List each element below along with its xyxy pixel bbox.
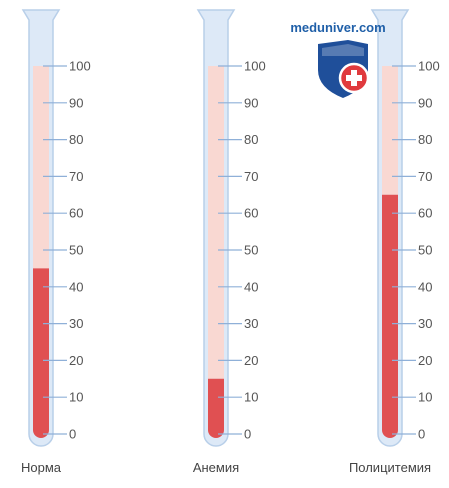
tick-label: 40 [244, 279, 258, 294]
tube-label: Анемия [193, 460, 239, 475]
tick-label: 60 [69, 206, 83, 221]
tick-label: 70 [418, 169, 432, 184]
tick-label: 90 [418, 95, 432, 110]
plasma-column [33, 66, 49, 269]
tick-label: 40 [69, 279, 83, 294]
tick-label: 20 [69, 353, 83, 368]
tick-label: 60 [418, 206, 432, 221]
tick-label: 70 [244, 169, 258, 184]
tick-label: 30 [244, 316, 258, 331]
logo-text: meduniver.com [290, 20, 385, 35]
red-cell-column [33, 268, 49, 438]
plasma-column [382, 66, 398, 195]
plasma-column [208, 66, 224, 379]
tubes-layer: 0102030405060708090100Норма0102030405060… [21, 9, 440, 475]
tick-label: 50 [69, 243, 83, 258]
shield-highlight [322, 44, 364, 56]
tick-label: 50 [418, 243, 432, 258]
tick-label: 0 [244, 427, 251, 442]
tick-label: 100 [244, 59, 266, 74]
tick-label: 0 [69, 427, 76, 442]
tick-label: 70 [69, 169, 83, 184]
tick-label: 30 [69, 316, 83, 331]
tick-label: 90 [69, 95, 83, 110]
tick-label: 10 [69, 390, 83, 405]
tick-label: 80 [244, 132, 258, 147]
tick-label: 60 [244, 206, 258, 221]
tick-label: 20 [244, 353, 258, 368]
test-tube: 0 10 20 30 40 50 60 70 80 90 100 Анемия [193, 9, 266, 475]
test-tube: 0 10 20 30 40 50 60 70 80 90 100 Полицитемия [349, 9, 440, 475]
tube-label: Норма [21, 460, 62, 475]
test-tube: 0 10 20 30 40 50 60 70 80 90 100 Норма [21, 9, 91, 475]
tick-label: 80 [69, 132, 83, 147]
tick-label: 40 [418, 279, 432, 294]
red-cell-column [208, 378, 224, 438]
tick-label: 80 [418, 132, 432, 147]
cross-horizontal [346, 75, 362, 81]
tick-label: 0 [418, 427, 425, 442]
tick-label: 90 [244, 95, 258, 110]
tick-label: 10 [244, 390, 258, 405]
tick-label: 50 [244, 243, 258, 258]
tick-label: 20 [418, 353, 432, 368]
meduniver-logo: meduniver.com [290, 20, 386, 98]
red-cell-column [382, 194, 398, 438]
tube-label: Полицитемия [349, 460, 431, 475]
tick-label: 100 [418, 59, 440, 74]
tick-label: 30 [418, 316, 432, 331]
tick-label: 100 [69, 59, 91, 74]
tick-label: 10 [418, 390, 432, 405]
